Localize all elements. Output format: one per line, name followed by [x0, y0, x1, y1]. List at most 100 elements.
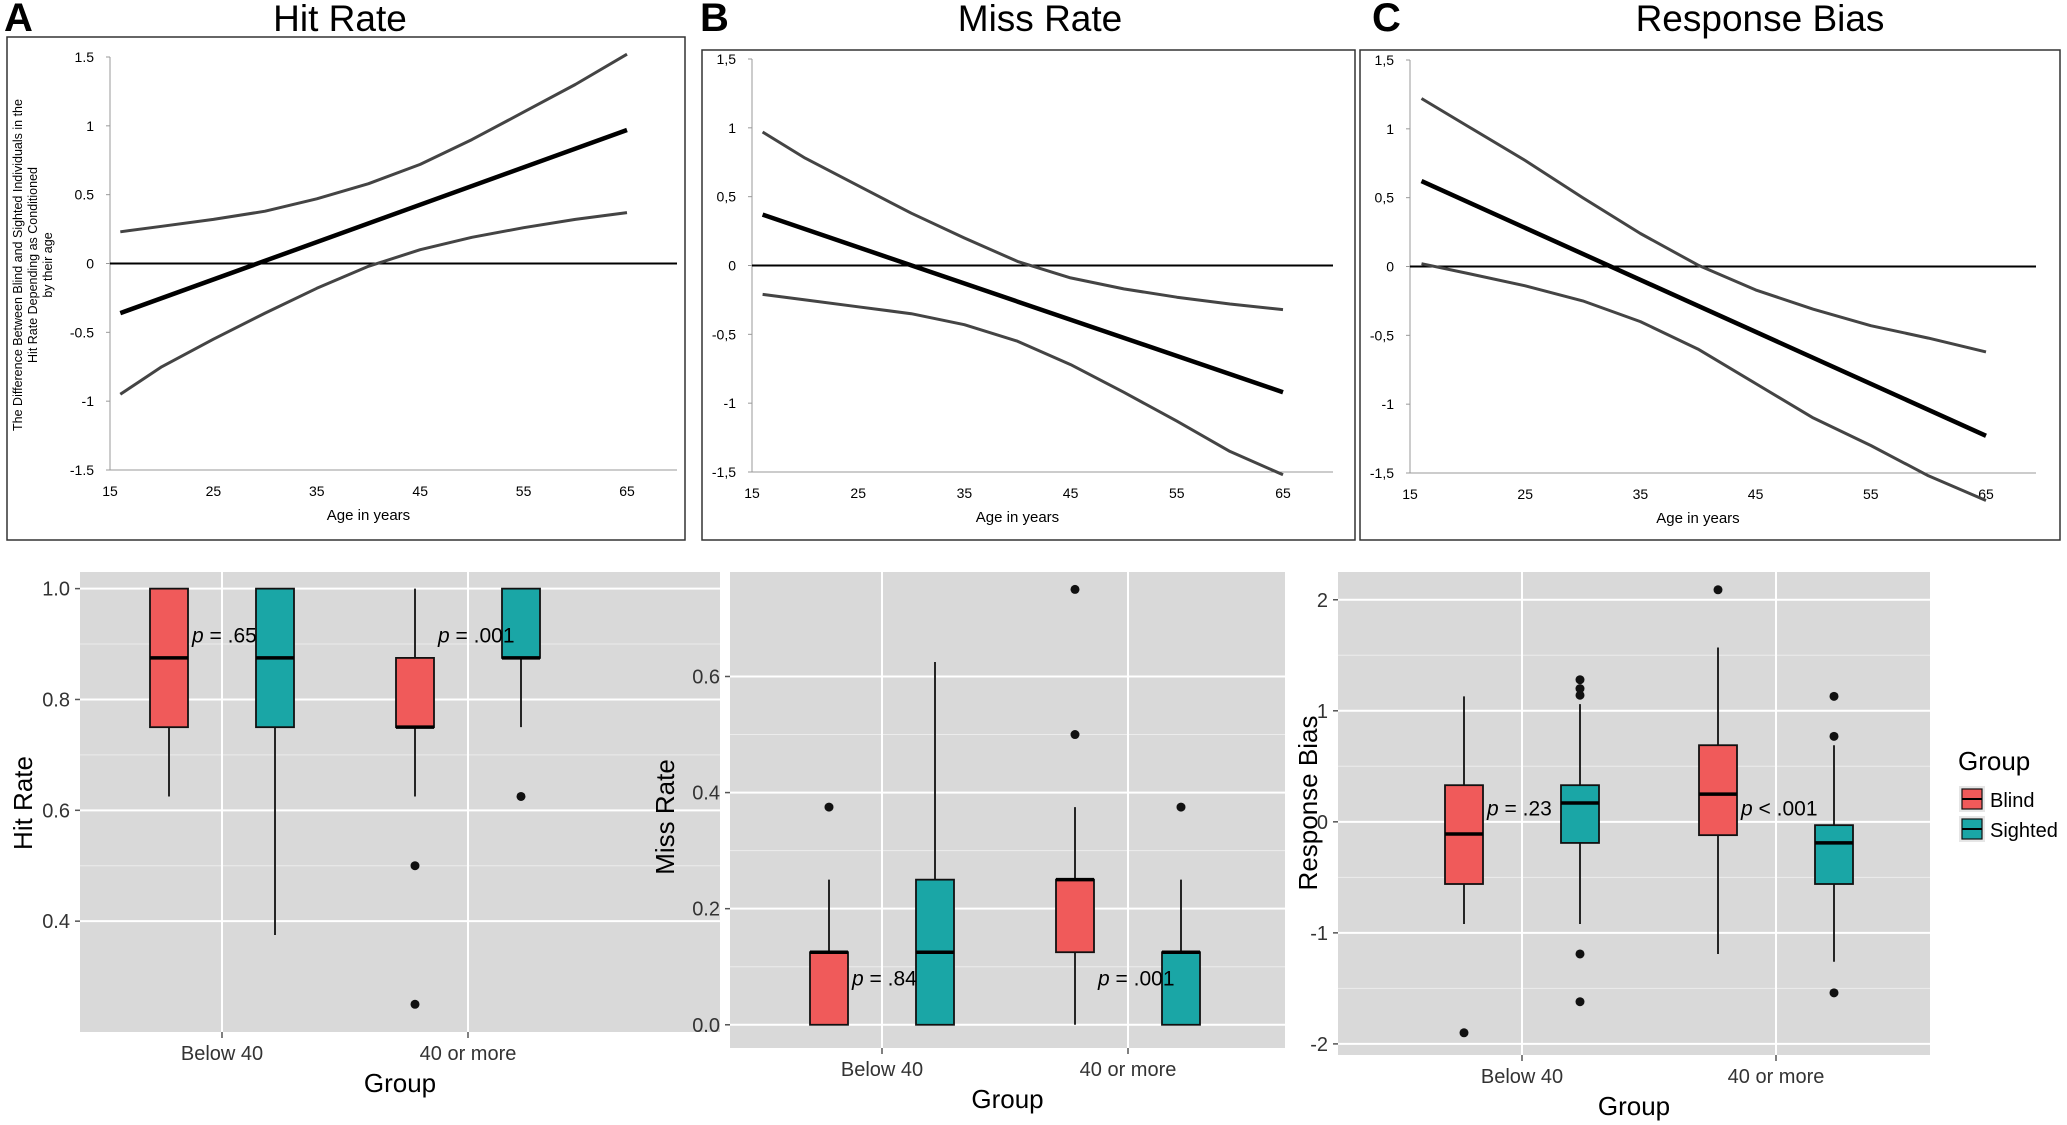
outlier-point [1829, 988, 1839, 998]
legend-label-blind: Blind [1990, 790, 2034, 812]
p-symbol: p [1486, 798, 1499, 821]
p-symbol: p [1740, 798, 1753, 821]
legend-label-sighted: Sighted [1990, 820, 2058, 842]
panel-b-y-tick-label: 0,5 [717, 189, 737, 205]
panel-b-y-tick-label: 1 [728, 120, 736, 136]
panel-a-y-tick-label: 0.8 [42, 689, 70, 711]
panel-a-x-axis-label: Group [364, 1068, 436, 1098]
panel-b-blind-box-below-40 [809, 802, 849, 1026]
panel-c-y-tick-label: 0,5 [1375, 190, 1395, 206]
panel-c-p-value-annotation: p = .23 [1486, 798, 1552, 821]
panel-a-x-tick-label: 45 [412, 483, 428, 499]
box-body [395, 657, 435, 729]
panel-b-y-tick-label: 0.2 [692, 899, 720, 921]
outlier-point [516, 791, 526, 801]
panel-a-y-tick-label: 0.4 [42, 911, 70, 933]
panel-a-y-tick-label: 1 [86, 118, 94, 134]
panel-a-x-tick-label: 15 [102, 483, 118, 499]
outlier-point [410, 999, 420, 1009]
panel-c-y-tick-label: -1,5 [1370, 465, 1394, 481]
panel-c-blind-box-40-or-more [1698, 585, 1738, 954]
panel-letter-b: B [700, 0, 729, 40]
outlier-point [1070, 730, 1080, 740]
p-value-text: = .001 [450, 625, 515, 648]
panel-title-c: Response Bias [1635, 0, 1885, 39]
p-symbol: p [1097, 967, 1110, 990]
panel-a-blind-box-below-40 [149, 587, 189, 797]
p-value-text: = .65 [204, 625, 257, 648]
outlier-point [1575, 949, 1585, 959]
panel-a-x-axis-label: Age in years [327, 507, 410, 524]
box-body [1055, 878, 1095, 954]
outlier-point [824, 802, 834, 812]
box-body [1161, 951, 1201, 1026]
panel-a-y-tick-label: -0.5 [70, 324, 94, 340]
panel-c-x-tick-label: 35 [1633, 486, 1649, 502]
outlier-point [1176, 802, 1186, 812]
panel-b-y-tick-label: 1,5 [717, 51, 737, 67]
panel-c-lower-bound-line [1421, 262, 1987, 502]
panel-b-lower-bound-line [762, 292, 1284, 477]
panel-title-b: Miss Rate [957, 0, 1123, 39]
panel-a-p-value-annotation: p = .001 [437, 625, 515, 648]
outlier-point [1829, 731, 1839, 741]
panel-a-upper-bound-line [120, 52, 628, 234]
panel-c-frame [1359, 49, 2061, 541]
panel-a-y-tick-label: 0 [86, 256, 94, 272]
p-value-text: < .001 [1753, 798, 1818, 821]
p-symbol: p [191, 625, 204, 648]
panel-c-sighted-box-below-40 [1560, 675, 1600, 1007]
outlier-point [1575, 684, 1585, 694]
panel-letter-c: C [1372, 0, 1401, 40]
panel-a-sighted-box-below-40 [255, 587, 295, 936]
panel-a-x-tick-label: 25 [206, 483, 222, 499]
panel-a-x-tick-label: 35 [309, 483, 325, 499]
panel-b-y-tick-label: 0 [728, 258, 736, 274]
p-value-text: = .001 [1110, 967, 1175, 990]
panel-b-p-value-annotation: p = .001 [1097, 967, 1175, 990]
panel-b-y-tick-label: 0.0 [692, 1015, 720, 1037]
panel-c-x-tick-label: 45 [1748, 486, 1764, 502]
panel-b-x-tick-label: 15 [744, 485, 760, 501]
panel-a-x-tick-label: Below 40 [181, 1043, 263, 1065]
panel-b-p-value-annotation: p = .84 [851, 967, 917, 990]
panel-a-p-value-annotation: p = .65 [191, 625, 257, 648]
panel-c-y-tick-label: -2 [1310, 1034, 1328, 1056]
panel-b-frame [701, 49, 1356, 541]
panel-c-x-tick-label: 15 [1402, 486, 1418, 502]
panel-b-x-tick-label: 35 [957, 485, 973, 501]
panel-c-y-axis-label: Response Bias [1293, 716, 1323, 891]
panel-c-x-tick-label: 40 or more [1728, 1066, 1825, 1088]
panel-c-sighted-box-40-or-more [1814, 691, 1854, 998]
panel-b-y-tick-label: 0.6 [692, 666, 720, 688]
outlier-point [1070, 584, 1080, 594]
panel-a-y-tick-label: -1.5 [70, 462, 94, 478]
box-body [501, 587, 541, 659]
panel-c-plot-background [1338, 572, 1930, 1055]
outlier-point [1575, 690, 1585, 700]
panel-c-y-tick-label: 1 [1386, 121, 1394, 137]
panel-b-x-tick-label: 25 [850, 485, 866, 501]
panel-b-y-tick-label: -1,5 [712, 464, 736, 480]
panel-a-frame [6, 36, 686, 541]
panel-b-x-axis-label: Group [971, 1084, 1043, 1114]
panel-b-upper-bound-line [761, 130, 1284, 312]
panel-a-estimate-line [119, 127, 628, 316]
panel-c-y-tick-label: 2 [1317, 590, 1328, 612]
box-body [1560, 784, 1600, 844]
legend-title: Group [1958, 746, 2030, 776]
box-body [1698, 744, 1738, 837]
panel-a-y-tick-label: 1.0 [42, 579, 70, 601]
outlier-point [1575, 997, 1585, 1007]
panel-c-x-tick-label: 25 [1517, 486, 1533, 502]
box-body [809, 951, 849, 1026]
panel-a-y-axis-label: The Difference Between Blind and Sighted… [11, 99, 55, 431]
box-body [1814, 824, 1854, 885]
panel-b-y-axis-label: Miss Rate [650, 759, 680, 875]
panel-c-x-tick-label: 55 [1863, 486, 1879, 502]
panel-c-p-value-annotation: p < .001 [1740, 798, 1818, 821]
panel-a-y-tick-label: 1.5 [75, 49, 95, 65]
panel-c-y-tick-label: -1 [1382, 396, 1395, 412]
panel-a-y-tick-label: 0.5 [75, 187, 95, 203]
panel-b-estimate-line [761, 212, 1284, 395]
